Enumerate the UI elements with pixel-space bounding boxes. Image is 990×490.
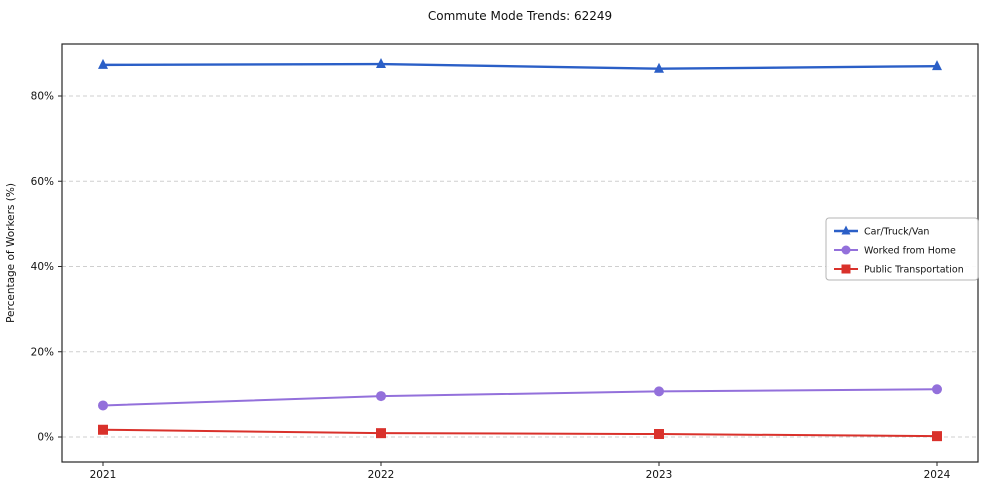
x-tick-label: 2024 [924, 469, 951, 481]
y-axis: 0% 20% 40% 60% 80% [31, 91, 62, 444]
legend-label: Worked from Home [864, 246, 956, 257]
series-public-transportation [98, 424, 942, 442]
y-tick-label: 80% [31, 91, 54, 103]
y-axis-label: Percentage of Workers (%) [5, 183, 17, 323]
x-tick-label: 2021 [90, 469, 117, 481]
gridlines [62, 95, 978, 438]
legend: Car/Truck/Van Worked from Home Public Tran… [825, 217, 979, 281]
x-tick-label: 2023 [646, 469, 673, 481]
y-tick-label: 0% [37, 432, 54, 444]
y-tick-label: 60% [31, 176, 54, 188]
y-axis-title: Percentage of Workers (%) [5, 183, 17, 323]
series-car-truck-van [98, 58, 942, 73]
x-axis: 2021 2022 2023 2024 [90, 462, 951, 481]
series-worked-from-home [98, 384, 942, 411]
y-tick-label: 40% [31, 261, 54, 273]
chart-title: Commute Mode Trends: 62249 [427, 9, 613, 23]
x-tick-label: 2022 [368, 469, 395, 481]
y-tick-label: 20% [31, 346, 54, 358]
legend-label: Public Transportation [864, 265, 964, 276]
legend-label: Car/Truck/Van [864, 227, 929, 238]
